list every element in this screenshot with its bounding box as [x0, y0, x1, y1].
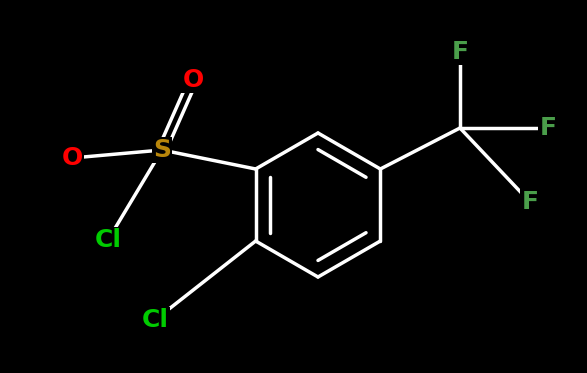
Text: O: O: [183, 68, 204, 92]
Text: F: F: [521, 190, 538, 214]
Text: Cl: Cl: [95, 228, 122, 252]
Text: S: S: [153, 138, 171, 162]
Text: O: O: [62, 146, 83, 170]
Text: F: F: [451, 40, 468, 64]
Text: F: F: [539, 116, 556, 140]
Text: Cl: Cl: [141, 308, 168, 332]
